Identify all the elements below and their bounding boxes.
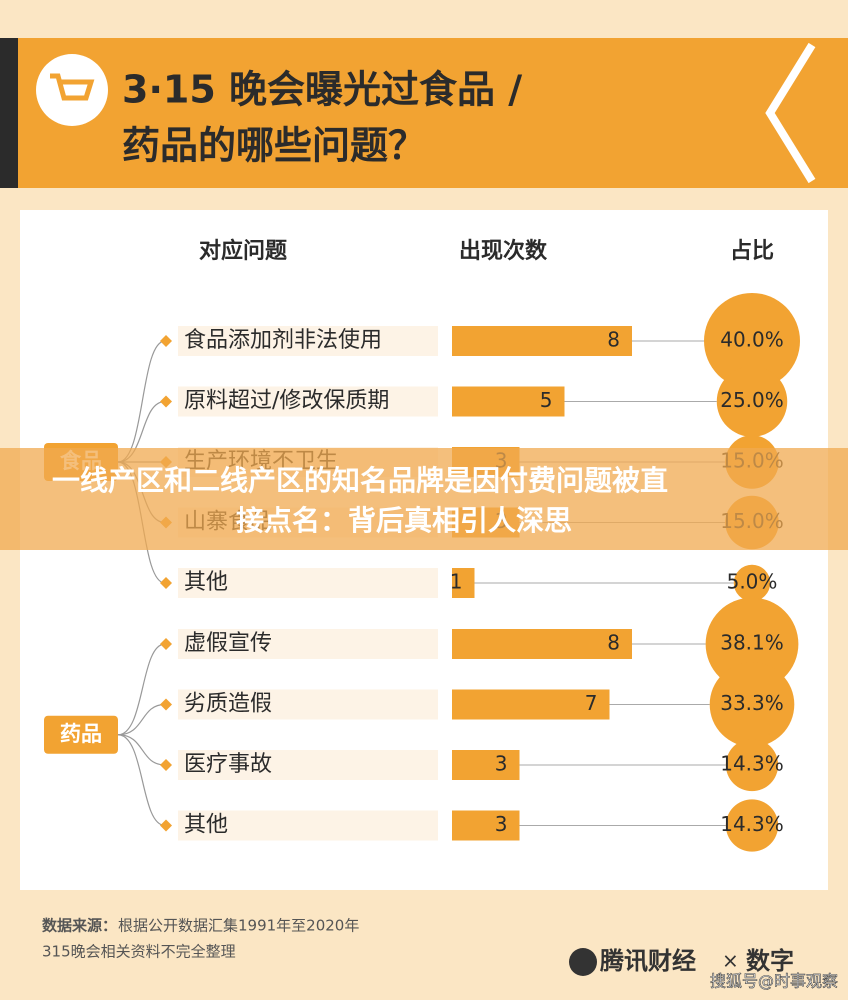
bullet xyxy=(160,335,172,347)
label-bg xyxy=(178,326,438,356)
label-bg xyxy=(178,750,438,780)
label-bg xyxy=(178,568,438,598)
share-label: 25.0% xyxy=(720,388,784,412)
bar-value: 8 xyxy=(607,328,620,352)
logo-text: 数字 xyxy=(746,947,794,975)
logo-x: × xyxy=(722,949,739,973)
share-circle xyxy=(725,799,779,852)
row-label: 医疗事故 xyxy=(184,752,272,777)
header-edge xyxy=(0,38,18,188)
title-line: 药品的哪些问题？ xyxy=(122,124,426,168)
bullet xyxy=(160,395,172,408)
share-label: 33.3% xyxy=(720,691,784,715)
share-circle xyxy=(716,366,788,437)
share-circle xyxy=(704,293,800,389)
row-label: 其他 xyxy=(184,813,228,838)
overlay-band xyxy=(0,448,848,550)
bullet xyxy=(160,819,172,832)
source-text: 根据公开数据汇集1991年至2020年 xyxy=(118,917,359,935)
bar xyxy=(452,326,632,356)
row-label: 食品添加剂非法使用 xyxy=(184,328,382,353)
chevron xyxy=(765,42,816,184)
row-label: 原料超过/修改保质期 xyxy=(184,389,389,414)
bar xyxy=(452,689,610,720)
bar xyxy=(452,629,632,659)
tree-branch xyxy=(117,734,166,766)
column-header: 出现次数 xyxy=(459,238,548,264)
label-bg xyxy=(178,810,438,841)
share-circle xyxy=(705,597,799,691)
label-bg xyxy=(178,386,438,417)
share-circle xyxy=(709,662,795,747)
column-header: 对应问题 xyxy=(199,238,288,264)
tree-branch xyxy=(117,703,166,736)
bar-value: 8 xyxy=(607,631,620,655)
cart-icon xyxy=(36,54,108,126)
source-label: 数据来源： xyxy=(42,917,117,935)
share-circle xyxy=(725,738,779,792)
column-header: 占比 xyxy=(730,239,774,264)
cart-shape xyxy=(50,73,95,101)
title-line: 3·15 晚会曝光过食品 / xyxy=(122,68,522,112)
bar-value: 1 xyxy=(450,570,463,594)
header-band xyxy=(0,38,848,188)
row-label: 其他 xyxy=(184,570,228,595)
share-label: 14.3% xyxy=(720,752,784,776)
bullet xyxy=(160,698,172,711)
bar xyxy=(452,810,520,841)
label-bg xyxy=(178,689,438,720)
bar xyxy=(452,568,475,598)
overlay-text: 接点名：背后真相引人深思 xyxy=(236,504,572,537)
label-bg xyxy=(178,629,438,659)
watermark: 搜狐号@时事观察 xyxy=(710,972,838,991)
bar-value: 3 xyxy=(495,752,508,776)
bullet xyxy=(160,759,172,771)
share-circle xyxy=(733,564,771,602)
bar-value: 3 xyxy=(495,812,508,836)
share-label: 14.3% xyxy=(720,812,784,836)
bullet xyxy=(160,577,172,589)
row-label: 劣质造假 xyxy=(184,692,272,717)
group-label: 药品 xyxy=(60,722,102,746)
row-label: 虚假宣传 xyxy=(184,631,272,656)
logo-icon xyxy=(569,948,597,976)
tree-branch xyxy=(117,734,166,827)
source-text: 315晚会相关资料不完全整理 xyxy=(42,943,236,961)
tree-branch xyxy=(117,643,166,736)
share-label: 40.0% xyxy=(720,328,784,352)
logo-text: 腾讯财经 xyxy=(600,947,696,975)
bar-value: 7 xyxy=(585,691,598,715)
bar xyxy=(452,750,520,780)
share-label: 5.0% xyxy=(727,570,778,594)
overlay-text: 一线产区和二线产区的知名品牌是因付费问题被直 xyxy=(52,464,668,497)
group-box xyxy=(44,715,118,754)
bullet xyxy=(160,638,172,650)
bar xyxy=(452,386,565,417)
bar-value: 5 xyxy=(540,388,553,412)
share-label: 38.1% xyxy=(720,631,784,655)
